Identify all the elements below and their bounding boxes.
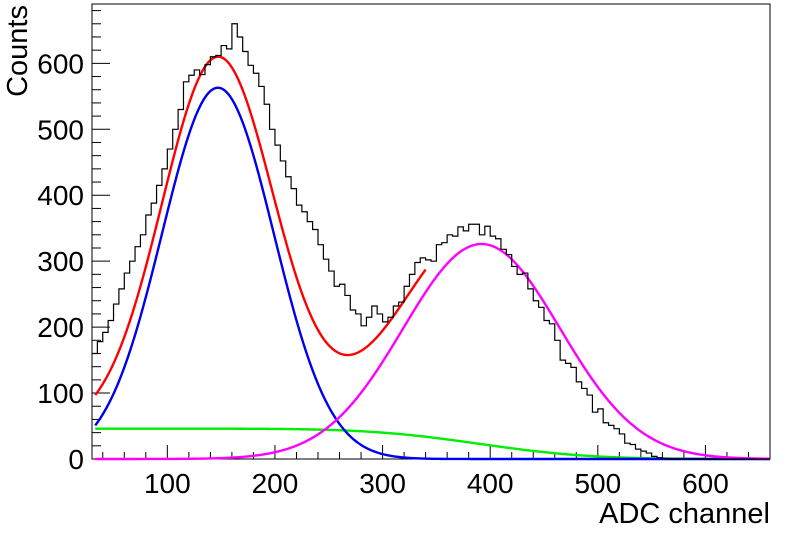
y-axis: 0 100 200 300 400 500 600 (37, 10, 110, 475)
x-tick-label: 400 (467, 468, 514, 499)
histogram-data (92, 23, 770, 460)
x-tick-label: 200 (252, 468, 299, 499)
x-tick-label: 500 (574, 468, 621, 499)
fit-curve-total-fit (94, 55, 427, 396)
y-axis-label: Counts (2, 5, 34, 97)
x-tick-label: 300 (359, 468, 406, 499)
y-tick-label: 0 (68, 444, 84, 475)
fit-curve-gaussian-peak-2 (95, 242, 771, 461)
y-tick-label: 400 (37, 180, 84, 211)
fit-curve-background (95, 427, 770, 461)
fit-curve-gaussian-peak-1 (94, 86, 770, 461)
fit-curves (94, 55, 771, 461)
y-tick-label: 100 (37, 378, 84, 409)
x-axis: 100 200 300 400 500 600 (102, 445, 771, 499)
x-tick-label: 100 (144, 468, 191, 499)
y-tick-label: 200 (37, 312, 84, 343)
x-axis-label: ADC channel (599, 498, 770, 530)
y-tick-label: 300 (37, 246, 84, 277)
x-tick-label: 600 (682, 468, 729, 499)
y-tick-label: 600 (37, 48, 84, 79)
y-tick-label: 500 (37, 114, 84, 145)
